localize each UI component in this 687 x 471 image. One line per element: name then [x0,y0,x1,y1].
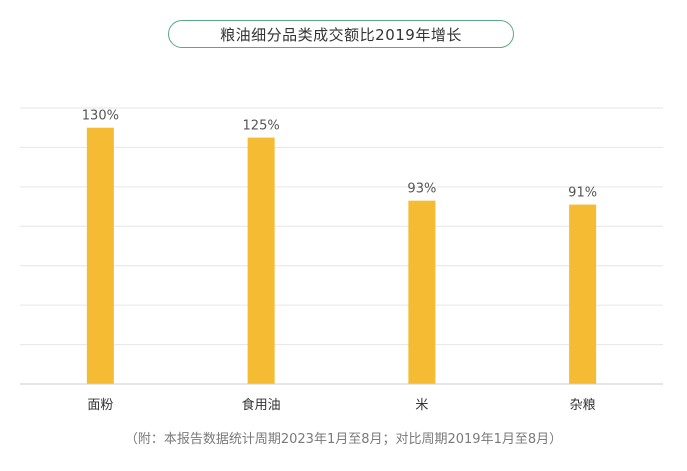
value-label-2: 93% [407,182,436,197]
bar-1 [247,137,275,384]
x-tick-label-1: 食用油 [242,397,281,413]
x-tick-labels: 面粉 食用油 米 杂粮 [87,397,595,413]
x-tick-label-2: 米 [415,398,428,413]
footnote: （附：本报告数据统计周期2023年1月至8月；对比周期2019年1月至8月） [124,432,563,447]
x-tick-label-3: 杂粮 [570,398,596,413]
chart-title: 粮油细分品类成交额比2019年增长 [168,20,514,48]
bar-2 [408,200,436,384]
bars [86,127,597,384]
grid-lines [20,107,663,346]
bar-3 [569,204,597,384]
value-labels: 130% 125% 93% 91% [82,109,597,201]
value-label-3: 91% [568,186,597,201]
value-label-1: 125% [243,119,280,134]
bar-0 [86,127,114,384]
x-tick-label-0: 面粉 [87,398,113,413]
value-label-0: 130% [82,109,119,124]
